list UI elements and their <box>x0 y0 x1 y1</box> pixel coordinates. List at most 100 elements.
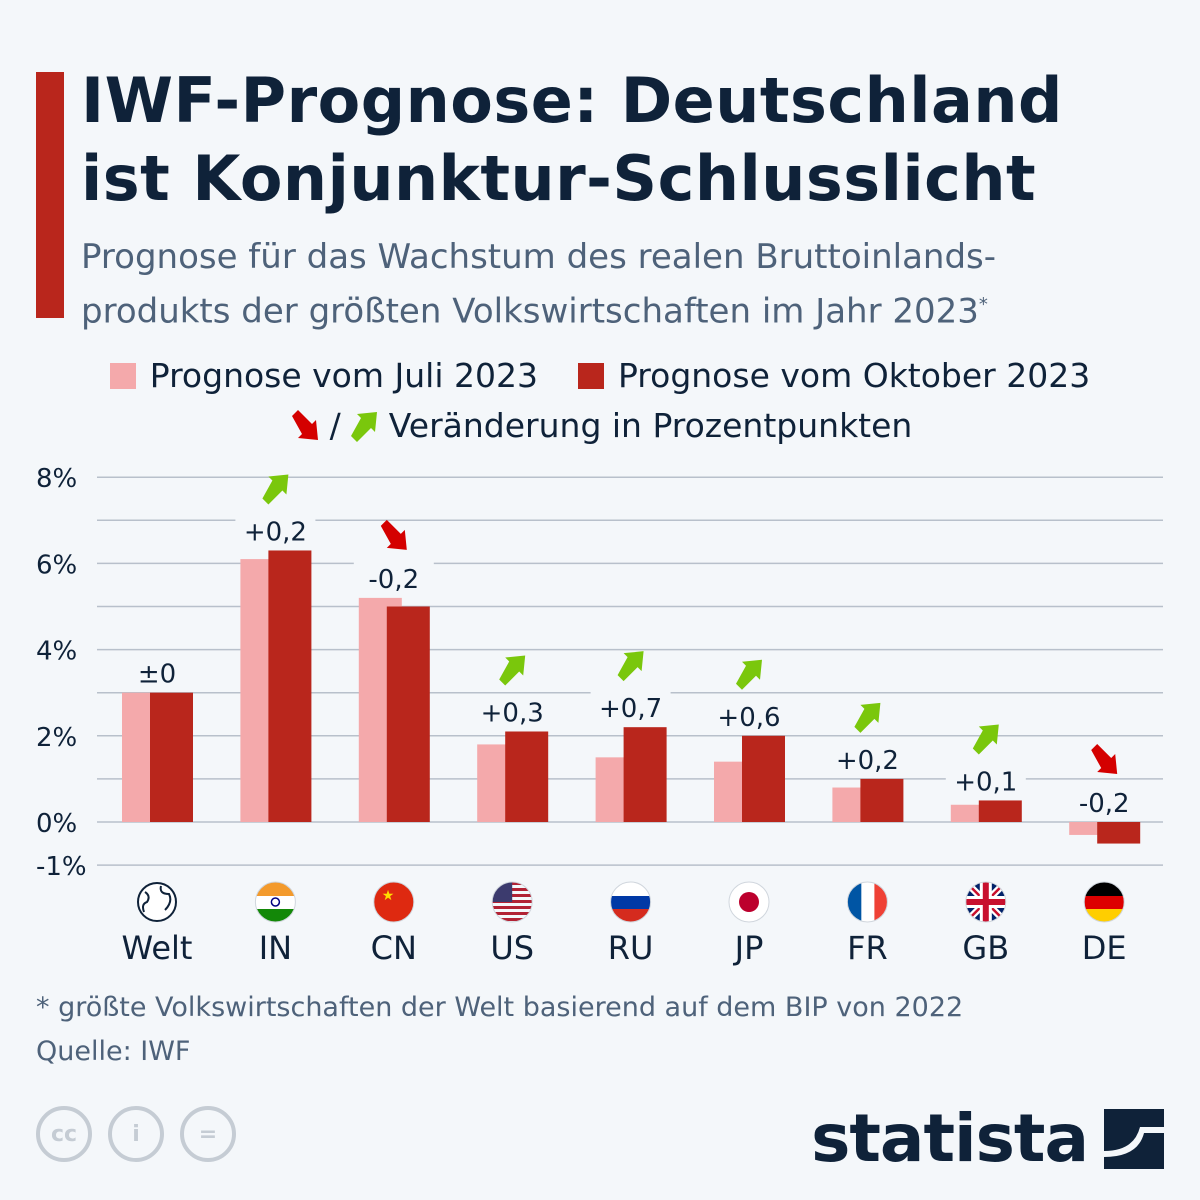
flag-border <box>491 881 533 923</box>
flag-stripe <box>373 882 414 922</box>
legend-label-change: Veränderung in Prozentpunkten <box>388 406 913 445</box>
flag-russia-icon <box>610 881 652 923</box>
arrow-shape <box>617 651 644 682</box>
category-label: Welt <box>122 929 193 967</box>
data-label-bg <box>235 512 316 547</box>
change-label: -0,2 <box>1079 789 1130 819</box>
bar-october <box>623 727 667 822</box>
flag-border <box>728 881 770 923</box>
flag-japan-icon <box>728 881 770 923</box>
bar-october <box>1097 822 1141 844</box>
legend-item-july: Prognose vom Juli 2023 <box>109 356 538 395</box>
category-label: IN <box>259 929 292 967</box>
arrow-shape <box>262 474 289 505</box>
flag-stripe <box>255 909 296 922</box>
flag-border <box>373 881 415 923</box>
flag-stripe <box>610 909 651 922</box>
bar-october <box>268 550 312 822</box>
legend: Prognose vom Juli 2023 Prognose vom Okto… <box>0 356 1200 395</box>
bar-october <box>386 606 430 822</box>
flag-stripe <box>255 896 296 909</box>
bar-chart: 8% 6% 4% 2% 0% -1% ±0 Welt +0,2 IN -0,2 ★ CN +0,3 US +0… <box>36 464 1163 967</box>
y-tick-label: 4% <box>36 637 77 667</box>
title-line-2: ist Konjunktur-Schlusslicht <box>81 142 1037 215</box>
subtitle-line-1: Prognose für das Wachstum des realen Bru… <box>81 237 997 277</box>
nd-label: = <box>198 1121 218 1147</box>
change-label: ±0 <box>138 660 176 690</box>
statista-logo[interactable]: statista <box>811 1100 1164 1177</box>
flag-france-icon <box>846 881 888 923</box>
arrow-down-icon <box>1091 744 1118 774</box>
change-label: +0,2 <box>836 746 899 776</box>
flag-stripe <box>610 896 651 909</box>
footnote-mark: * <box>978 294 988 315</box>
flag-stripe <box>492 918 533 921</box>
no-derivatives-icon[interactable]: = <box>180 1106 236 1162</box>
change-label: +0,1 <box>954 767 1017 797</box>
bar-october <box>742 735 785 822</box>
arrow-up-icon <box>854 702 881 733</box>
statista-logo-icon <box>1104 1108 1164 1169</box>
flag-stripe <box>492 912 533 915</box>
category-label: CN <box>371 929 417 967</box>
star: ★ <box>382 888 395 904</box>
data-label-bg <box>709 697 789 732</box>
data-label-bg <box>117 654 197 689</box>
cc-label: cc <box>50 1121 78 1147</box>
arrow-up-icon <box>499 655 526 686</box>
change-label: -0,2 <box>368 565 419 595</box>
legend-item-october: Prognose vom Oktober 2023 <box>577 356 1091 395</box>
category-label: GB <box>962 929 1009 967</box>
flag-india-icon <box>254 881 296 923</box>
chart-title: IWF-Prognose: Deutschland ist Konjunktur… <box>81 62 1063 218</box>
bar-october <box>978 800 1022 822</box>
flag-border <box>965 881 1007 923</box>
arrow-up-icon <box>972 724 999 755</box>
flag-body <box>965 882 1006 922</box>
legend-change: / Veränderung in Prozentpunkten <box>0 406 1200 445</box>
legend-label-october: Prognose vom Oktober 2023 <box>617 356 1091 395</box>
flag-stripe <box>1084 896 1125 909</box>
flag-stripe <box>874 882 888 922</box>
globe-outline <box>137 882 177 922</box>
globe-icon <box>137 882 177 922</box>
legend-swatch-july <box>109 363 136 389</box>
category-label: JP <box>733 929 764 967</box>
y-tick-label: 8% <box>36 464 77 494</box>
arrow-up-icon <box>617 651 644 682</box>
flag-china-icon: ★ <box>373 881 415 923</box>
category-label: FR <box>847 929 888 967</box>
change-label: +0,7 <box>599 694 662 724</box>
cc-license-icon[interactable]: cc <box>36 1106 92 1162</box>
bar-october <box>505 731 549 822</box>
flag-body: ★ <box>373 882 414 922</box>
change-label: +0,3 <box>481 698 544 728</box>
change-label: +0,6 <box>717 703 780 733</box>
data-label-bg <box>1064 784 1145 818</box>
chakra <box>270 897 281 907</box>
arrow-shape <box>972 724 999 755</box>
y-tick-label: 0% <box>36 809 77 839</box>
change-label: +0,2 <box>244 517 307 547</box>
data-label-bg <box>353 559 434 594</box>
source: Quelle: IWF <box>36 1036 191 1067</box>
y-tick-label: -1% <box>36 852 87 882</box>
arrow-down-icon <box>380 519 407 550</box>
flag-germany-icon <box>1083 881 1125 923</box>
flag-body <box>729 882 769 922</box>
attribution-icon[interactable]: i <box>108 1106 164 1162</box>
arrow-up-icon <box>262 474 289 505</box>
sun <box>739 892 759 912</box>
arrow-up-icon <box>350 411 377 442</box>
footnote: * größte Volkswirtschaften der Welt basi… <box>36 992 964 1023</box>
flag-usa-icon <box>491 881 533 923</box>
arrow-up-icon <box>736 659 762 690</box>
flag-body <box>255 882 296 922</box>
legend-label-july: Prognose vom Juli 2023 <box>149 356 538 395</box>
flag-stripe <box>1084 882 1125 896</box>
data-label-bg <box>945 762 1026 797</box>
flag-border <box>846 881 888 923</box>
flag-stripe <box>861 882 875 922</box>
y-tick-label: 2% <box>36 723 77 753</box>
flag-body <box>610 882 651 922</box>
